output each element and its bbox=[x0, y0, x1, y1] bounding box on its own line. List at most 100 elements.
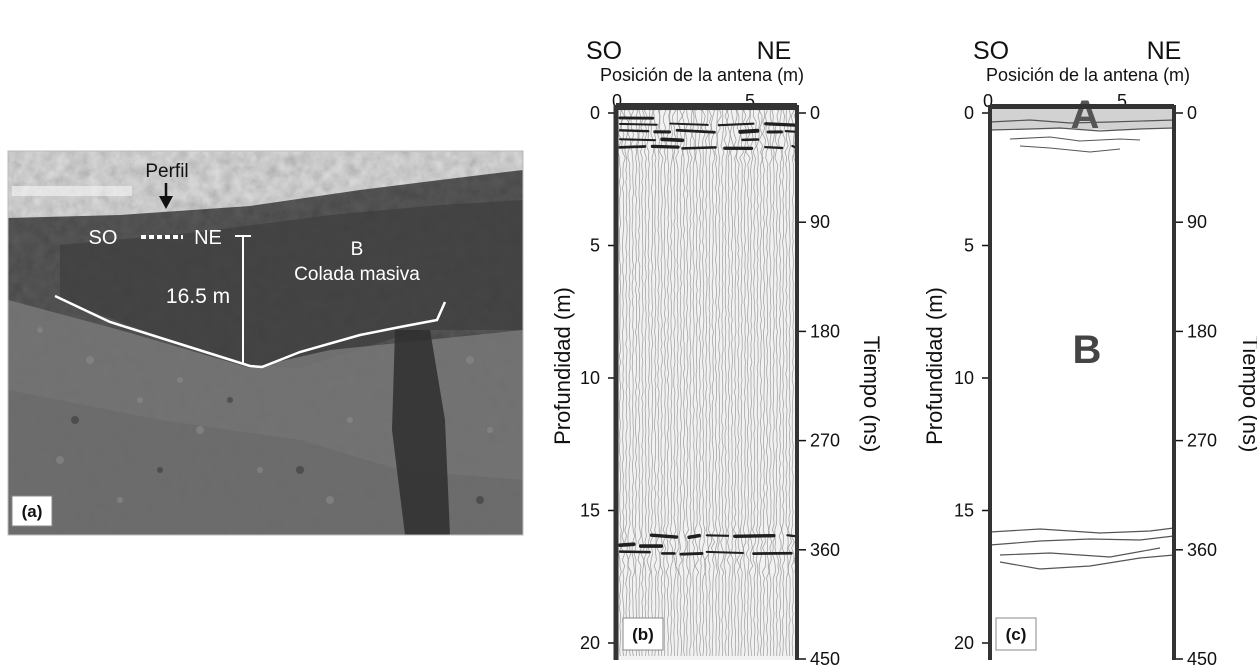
tick-label: 5 bbox=[590, 236, 600, 256]
panel-a-photo: Perfil SO NE 16.5 m B Colada masiva (a) bbox=[7, 150, 524, 536]
radar-trace bbox=[617, 109, 623, 657]
b-left-ticks: 0 5 10 15 20 bbox=[580, 103, 614, 653]
reflector-band bbox=[717, 122, 755, 127]
radar-trace bbox=[739, 109, 744, 656]
b-y-right-label: Tiempo (ns) bbox=[859, 336, 884, 453]
radar-trace bbox=[729, 109, 735, 657]
c-left-direction: SO bbox=[973, 37, 1009, 65]
radar-trace bbox=[675, 109, 681, 657]
reflector-band bbox=[784, 130, 797, 133]
radar-trace bbox=[646, 109, 651, 657]
radar-trace bbox=[774, 109, 780, 657]
tick-label: 360 bbox=[810, 540, 840, 560]
radar-trace bbox=[761, 109, 767, 657]
radar-trace bbox=[784, 109, 789, 657]
tick-label: 20 bbox=[580, 633, 600, 653]
reflector-band bbox=[738, 128, 760, 134]
radar-trace bbox=[694, 109, 700, 657]
tick-label: 450 bbox=[1187, 649, 1217, 668]
b-right-ticks: 0 90 180 270 360 450 bbox=[799, 103, 840, 668]
perfil-label: Perfil bbox=[145, 161, 188, 182]
radar-trace bbox=[681, 109, 687, 657]
c-y-left-label: Profundidad (m) bbox=[922, 287, 947, 445]
reflector-band bbox=[681, 146, 717, 150]
tick-label: 15 bbox=[954, 501, 974, 521]
reflector-band bbox=[649, 533, 679, 539]
b-top-axis bbox=[616, 103, 797, 110]
tick-label: 90 bbox=[810, 212, 830, 232]
tick-label: 10 bbox=[954, 368, 974, 388]
c-left-ticks: 0 5 10 15 20 bbox=[954, 103, 988, 653]
c-top-axis bbox=[990, 104, 1174, 109]
tick-label: 0 bbox=[810, 103, 820, 123]
svg-text:(b): (b) bbox=[632, 625, 654, 644]
tick-label: 270 bbox=[1187, 431, 1217, 451]
reflector-band bbox=[764, 145, 784, 150]
c-x-tick-label: 5 bbox=[1117, 91, 1127, 111]
tick-label: 0 bbox=[590, 103, 600, 123]
unit-b-letter: B bbox=[351, 239, 364, 260]
reflector-band bbox=[687, 533, 701, 540]
radar-trace bbox=[643, 109, 648, 657]
tick-label: 180 bbox=[810, 321, 840, 341]
reflector-band bbox=[660, 137, 685, 143]
radar-trace bbox=[787, 109, 792, 657]
radar-trace bbox=[672, 109, 678, 657]
radar-trace bbox=[669, 109, 674, 657]
height-label: 16.5 m bbox=[166, 285, 230, 308]
tick-label: 20 bbox=[954, 633, 974, 653]
c-right-direction: NE bbox=[1147, 37, 1182, 65]
tick-label: 90 bbox=[1187, 212, 1207, 232]
unit-a-label: A bbox=[1071, 93, 1100, 137]
c-y-right-label: Tiempo (ns) bbox=[1238, 336, 1257, 453]
radar-trace bbox=[633, 109, 639, 657]
tick-label: 0 bbox=[1187, 103, 1197, 123]
tick-label: 360 bbox=[1187, 540, 1217, 560]
height-scale-bar bbox=[235, 235, 251, 364]
reflector-band bbox=[791, 144, 797, 149]
reflector-band bbox=[705, 534, 730, 537]
reflector-line bbox=[1009, 136, 1141, 142]
radar-trace bbox=[678, 109, 684, 657]
reflector-band bbox=[618, 129, 650, 133]
reflector-line bbox=[999, 554, 1175, 570]
tick-label: 0 bbox=[964, 103, 974, 123]
unit-b-name: Colada masiva bbox=[294, 264, 420, 285]
radar-trace bbox=[726, 109, 731, 656]
radar-trace bbox=[662, 109, 667, 657]
tick-label: 450 bbox=[810, 649, 840, 668]
radar-trace bbox=[684, 109, 690, 657]
radar-trace bbox=[688, 109, 693, 657]
reflector-band bbox=[618, 542, 636, 548]
radar-trace bbox=[764, 109, 770, 657]
radar-trace bbox=[700, 109, 706, 657]
c-x-tick-label: 0 bbox=[983, 91, 993, 111]
radar-trace bbox=[650, 109, 655, 657]
panel-b-tag: (b) bbox=[622, 617, 664, 651]
reflector-line bbox=[989, 535, 1175, 546]
radar-trace bbox=[691, 109, 696, 657]
b-y-left-label: Profundidad (m) bbox=[550, 287, 575, 445]
radar-trace bbox=[723, 109, 729, 657]
radar-trace bbox=[742, 109, 747, 657]
profile-start-label: SO bbox=[89, 227, 118, 249]
radar-trace bbox=[777, 109, 783, 657]
radar-trace bbox=[752, 109, 757, 657]
b-x-tick-label: 0 bbox=[612, 91, 622, 111]
radar-trace bbox=[714, 109, 719, 657]
unit-b-label: B bbox=[1073, 328, 1102, 372]
radar-trace bbox=[707, 109, 713, 657]
tick-label: 5 bbox=[964, 236, 974, 256]
radar-trace bbox=[658, 109, 664, 657]
radar-trace bbox=[735, 109, 741, 657]
reflector-band bbox=[679, 551, 704, 556]
b-x-tick-label: 5 bbox=[745, 91, 755, 111]
tick-label: 180 bbox=[1187, 321, 1217, 341]
radar-trace bbox=[768, 109, 773, 657]
tick-label: 15 bbox=[580, 501, 600, 521]
basal-contact-line bbox=[54, 294, 447, 369]
radar-trace bbox=[639, 109, 645, 657]
layer-a bbox=[990, 108, 1174, 130]
b-left-direction: SO bbox=[586, 37, 622, 65]
